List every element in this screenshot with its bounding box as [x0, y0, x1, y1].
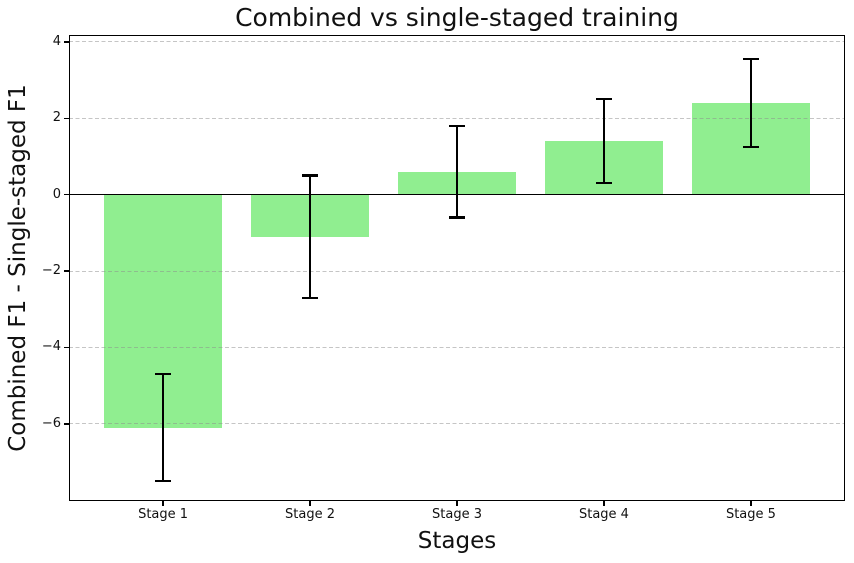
y-tick-label: −6 [41, 415, 61, 431]
error-bar-cap-bottom [449, 216, 465, 219]
error-bar-cap-bottom [302, 296, 319, 300]
y-gridline [69, 346, 845, 348]
error-bar [455, 125, 459, 218]
y-gridline [69, 270, 845, 272]
error-bar-cap-bottom [742, 145, 759, 149]
y-tick-mark [64, 423, 69, 425]
error-bar [308, 175, 312, 298]
error-bar-cap-top [155, 372, 172, 376]
x-tick-label: Stage 4 [578, 507, 629, 522]
x-tick-label: Stage 1 [138, 507, 189, 522]
y-tick-label: −4 [41, 339, 61, 355]
y-gridline [69, 41, 845, 43]
x-tick-label: Stage 5 [725, 507, 776, 522]
error-bar-cap-top [302, 174, 319, 177]
error-bar-cap-bottom [155, 479, 172, 483]
error-bar-cap-top [449, 124, 465, 128]
x-tick-mark [750, 501, 752, 506]
error-bar [161, 374, 165, 482]
y-gridline [69, 423, 845, 425]
y-tick-mark [64, 270, 69, 272]
y-tick-mark [64, 193, 69, 196]
chart-title: Combined vs single-staged training [235, 3, 679, 32]
y-gridline [69, 117, 845, 119]
error-bar-cap-bottom [595, 181, 612, 185]
y-tick-mark [64, 346, 69, 349]
y-tick-mark [64, 117, 69, 120]
y-tick-label: 4 [52, 33, 61, 49]
x-tick-label: Stage 2 [285, 507, 335, 522]
error-bar [749, 59, 753, 147]
x-tick-mark [456, 501, 458, 506]
x-tick-label: Stage 3 [432, 507, 482, 522]
error-bar-cap-top [595, 97, 612, 101]
x-tick-mark [309, 501, 311, 506]
error-bar-cap-top [742, 57, 759, 61]
y-tick-label: −2 [41, 263, 61, 279]
y-tick-mark [64, 41, 69, 43]
x-axis-label: Stages [417, 528, 497, 554]
x-tick-mark [603, 501, 605, 506]
x-tick-mark [162, 501, 164, 506]
error-bar [602, 99, 606, 184]
y-tick-label: 0 [52, 186, 61, 202]
y-tick-label: 2 [52, 110, 61, 126]
